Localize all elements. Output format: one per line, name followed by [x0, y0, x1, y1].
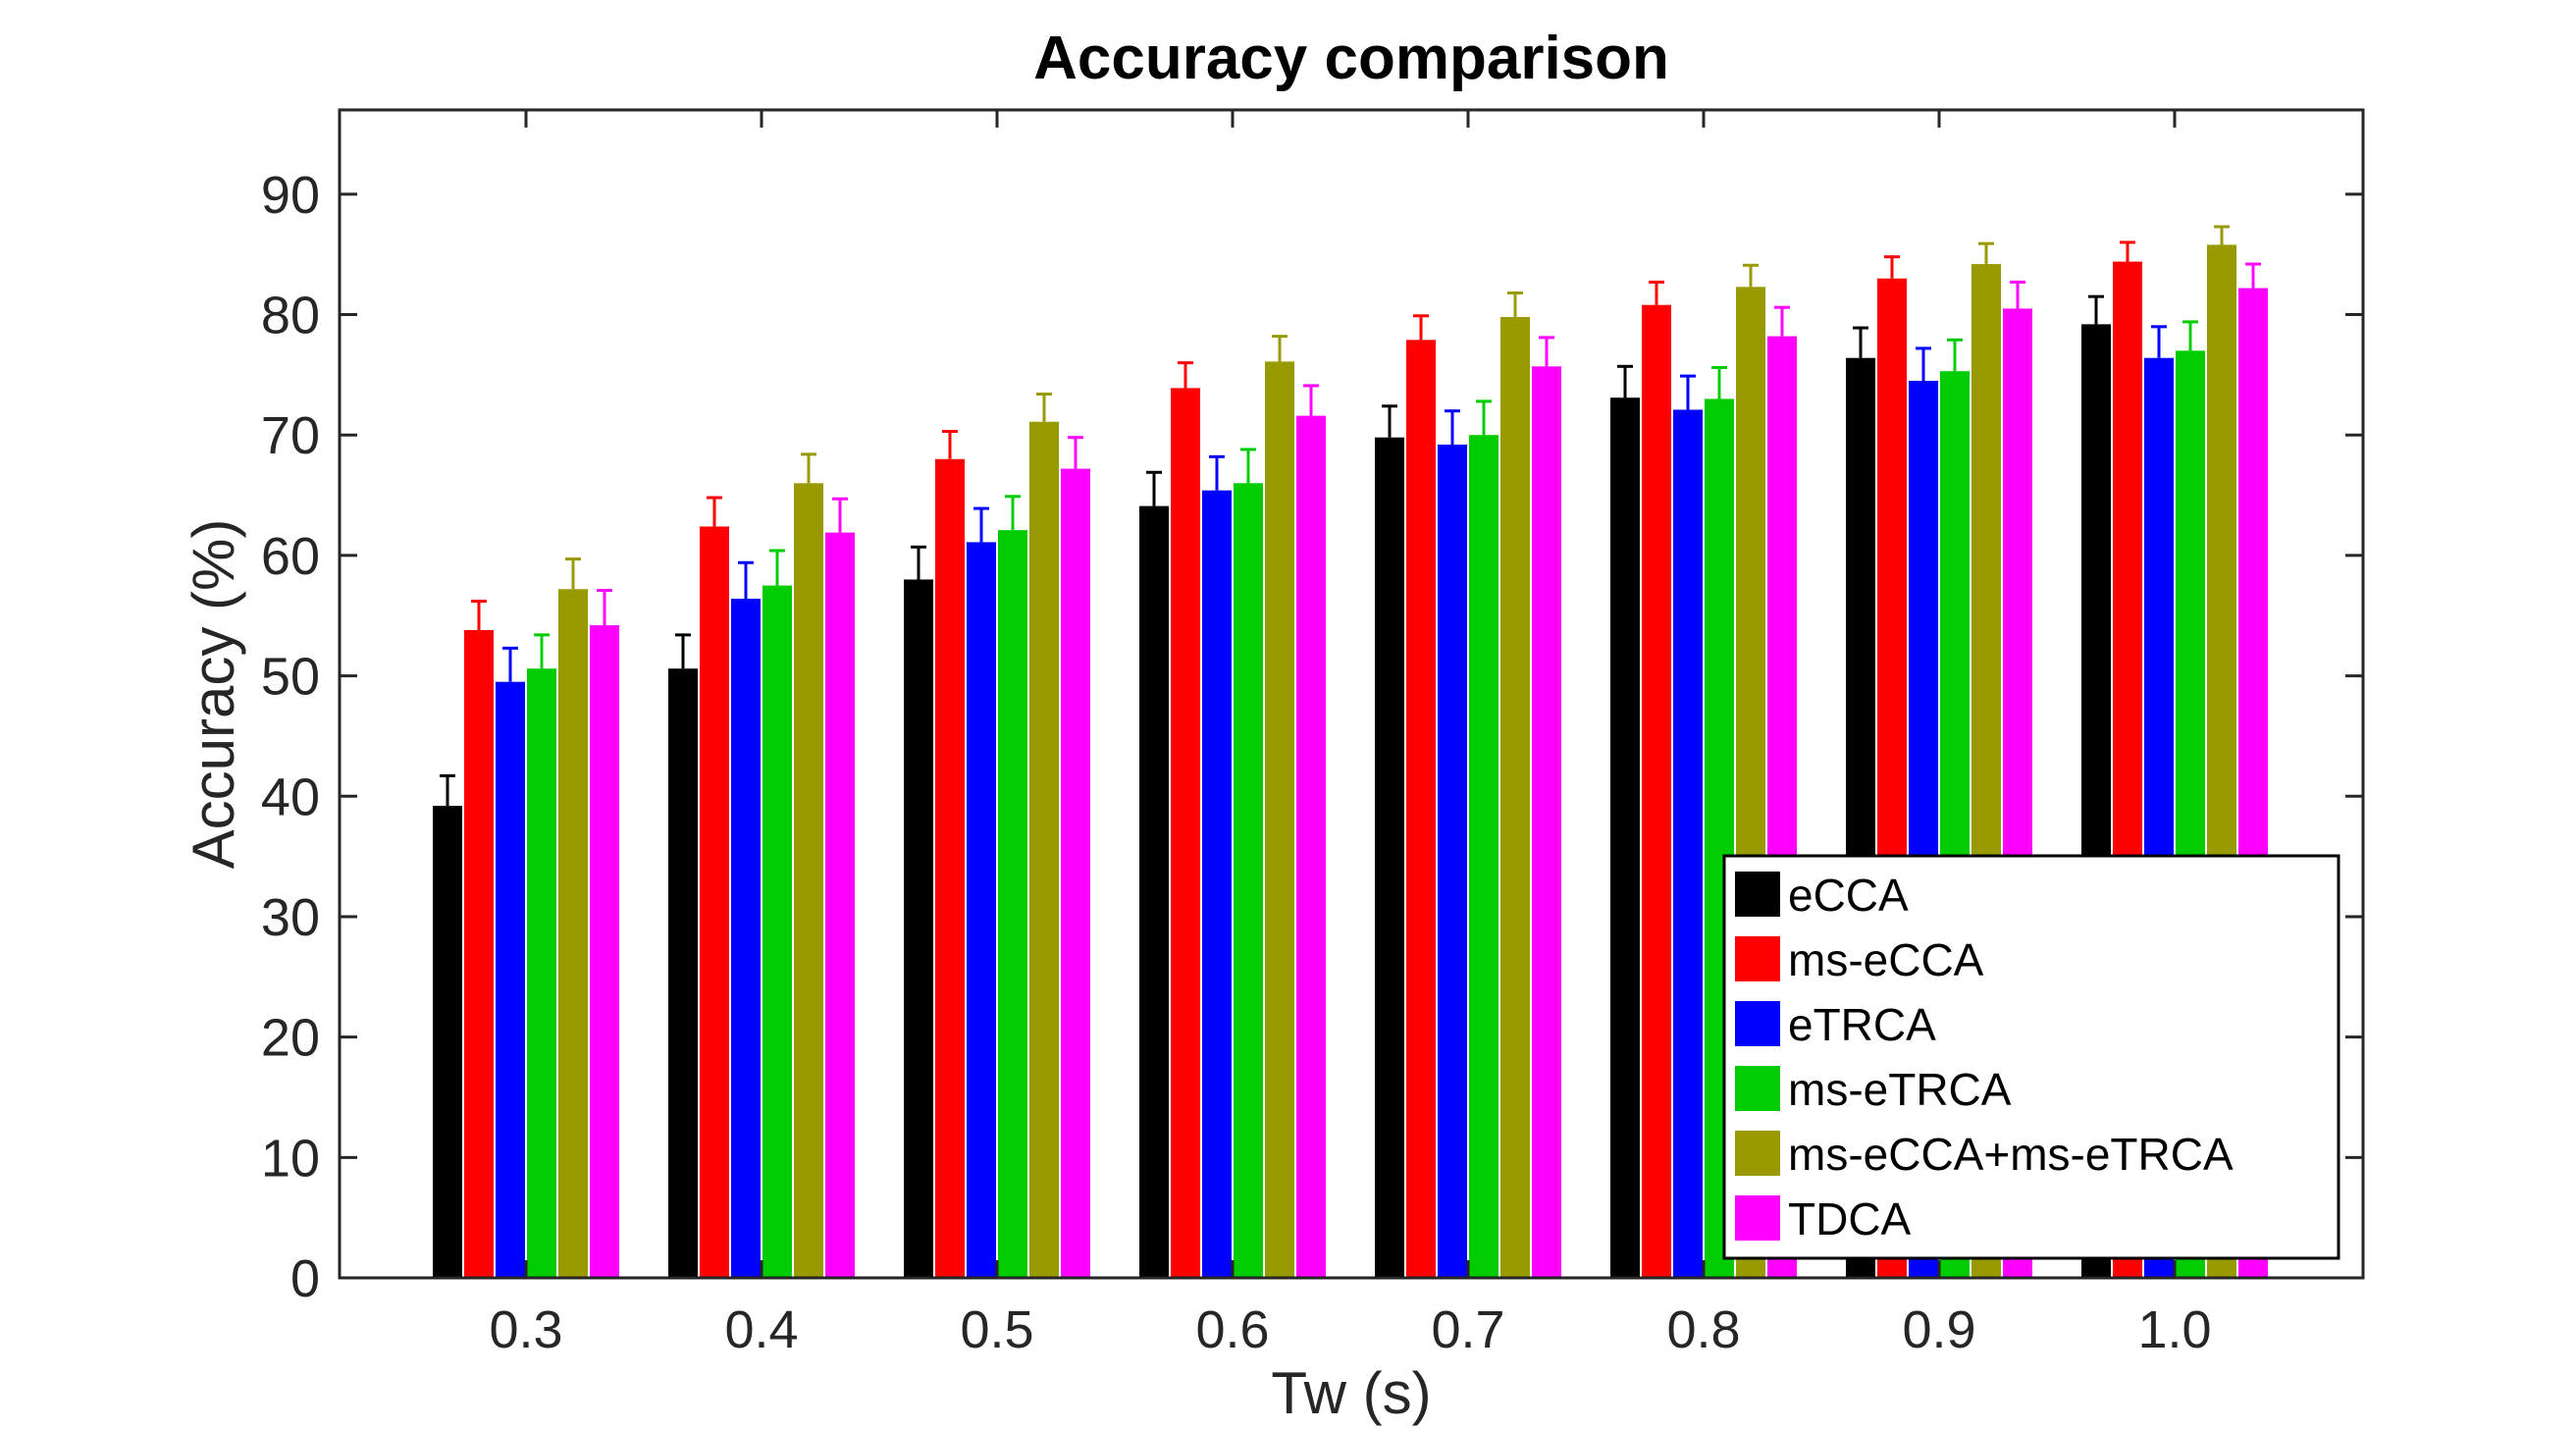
bar	[558, 589, 588, 1278]
y-tick-label: 80	[261, 287, 320, 345]
y-axis-label: Accuracy (%)	[181, 519, 246, 870]
x-tick-label: 0.4	[724, 1300, 798, 1359]
y-tick-label: 30	[261, 888, 320, 947]
legend-swatch	[1735, 872, 1780, 917]
bar	[1406, 340, 1436, 1278]
bar	[1438, 445, 1467, 1279]
y-tick-label: 60	[261, 527, 320, 586]
bar	[464, 629, 494, 1278]
bar	[668, 668, 698, 1278]
legend-swatch	[1735, 1001, 1780, 1046]
bar	[433, 806, 462, 1278]
bar	[496, 681, 525, 1278]
y-tick-label: 0	[290, 1249, 320, 1308]
x-tick-label: 1.0	[2137, 1300, 2211, 1359]
y-tick-label: 40	[261, 767, 320, 826]
bar	[731, 599, 761, 1278]
x-tick-label: 0.5	[960, 1300, 1033, 1359]
legend-label: ms-eTRCA	[1788, 1064, 2012, 1115]
bar	[1532, 366, 1561, 1278]
bar	[967, 542, 996, 1278]
bar	[1265, 361, 1294, 1278]
legend-items: eCCA ms-eCCA eTRCA ms-eTRCA ms-eCCA+ms-eTRCA…	[1735, 870, 2234, 1244]
legend-label: ms-eCCA	[1788, 934, 1984, 985]
bar	[1296, 415, 1326, 1278]
bar	[1375, 437, 1404, 1278]
bar	[527, 668, 556, 1278]
bar	[1171, 388, 1200, 1279]
x-tick-label: 0.7	[1431, 1300, 1504, 1359]
legend-box	[1722, 854, 2340, 1260]
legend-swatch	[1735, 1195, 1780, 1241]
legend-swatch	[1735, 936, 1780, 981]
legend-swatch	[1735, 1066, 1780, 1111]
legend-label: eTRCA	[1788, 999, 1936, 1050]
bar	[1500, 317, 1530, 1278]
bar	[1029, 421, 1059, 1278]
bar	[904, 579, 933, 1278]
y-tick-label: 90	[261, 166, 320, 225]
error-bars-layer	[440, 225, 2261, 807]
x-tick-label: 0.9	[1902, 1300, 1975, 1359]
bar	[1202, 490, 1232, 1278]
legend-label: ms-eCCA+ms-eTRCA	[1788, 1129, 2234, 1180]
y-tick-label: 10	[261, 1129, 320, 1188]
bar	[1673, 409, 1703, 1278]
bar	[1139, 505, 1169, 1278]
x-tick-label: 0.8	[1666, 1300, 1740, 1359]
bar	[762, 585, 792, 1278]
x-axis-label: Tw (s)	[1271, 1360, 1431, 1426]
bar	[1642, 304, 1671, 1278]
legend-label: TDCA	[1788, 1193, 1912, 1244]
y-tick-label: 50	[261, 648, 320, 707]
bar	[998, 530, 1027, 1278]
bar	[935, 458, 965, 1278]
x-tick-label: 0.6	[1195, 1300, 1269, 1359]
bar	[1469, 435, 1498, 1278]
bar	[1061, 468, 1090, 1278]
x-tick-label: 0.3	[489, 1300, 562, 1359]
y-tick-label: 20	[261, 1009, 320, 1068]
x-axis: 0.3 0.4 0.5 0.6 0.7 0.8 0.9 1.0	[489, 110, 2212, 1359]
bar	[700, 526, 729, 1278]
legend-swatch	[1735, 1131, 1780, 1176]
bar	[825, 532, 855, 1278]
plot-area-frame	[338, 108, 2365, 1280]
bar	[1610, 397, 1640, 1278]
y-tick-label: 70	[261, 406, 320, 465]
bar	[794, 483, 823, 1278]
chart-title: Accuracy comparison	[1033, 25, 1669, 92]
bar	[590, 625, 619, 1278]
bar	[1234, 483, 1263, 1278]
legend-label: eCCA	[1788, 870, 1909, 921]
legend: eCCA ms-eCCA eTRCA ms-eTRCA ms-eCCA+ms-eTRCA…	[1722, 854, 2340, 1260]
y-axis: 0 10 20 30 40 50 60 70 80 90	[261, 166, 2363, 1308]
